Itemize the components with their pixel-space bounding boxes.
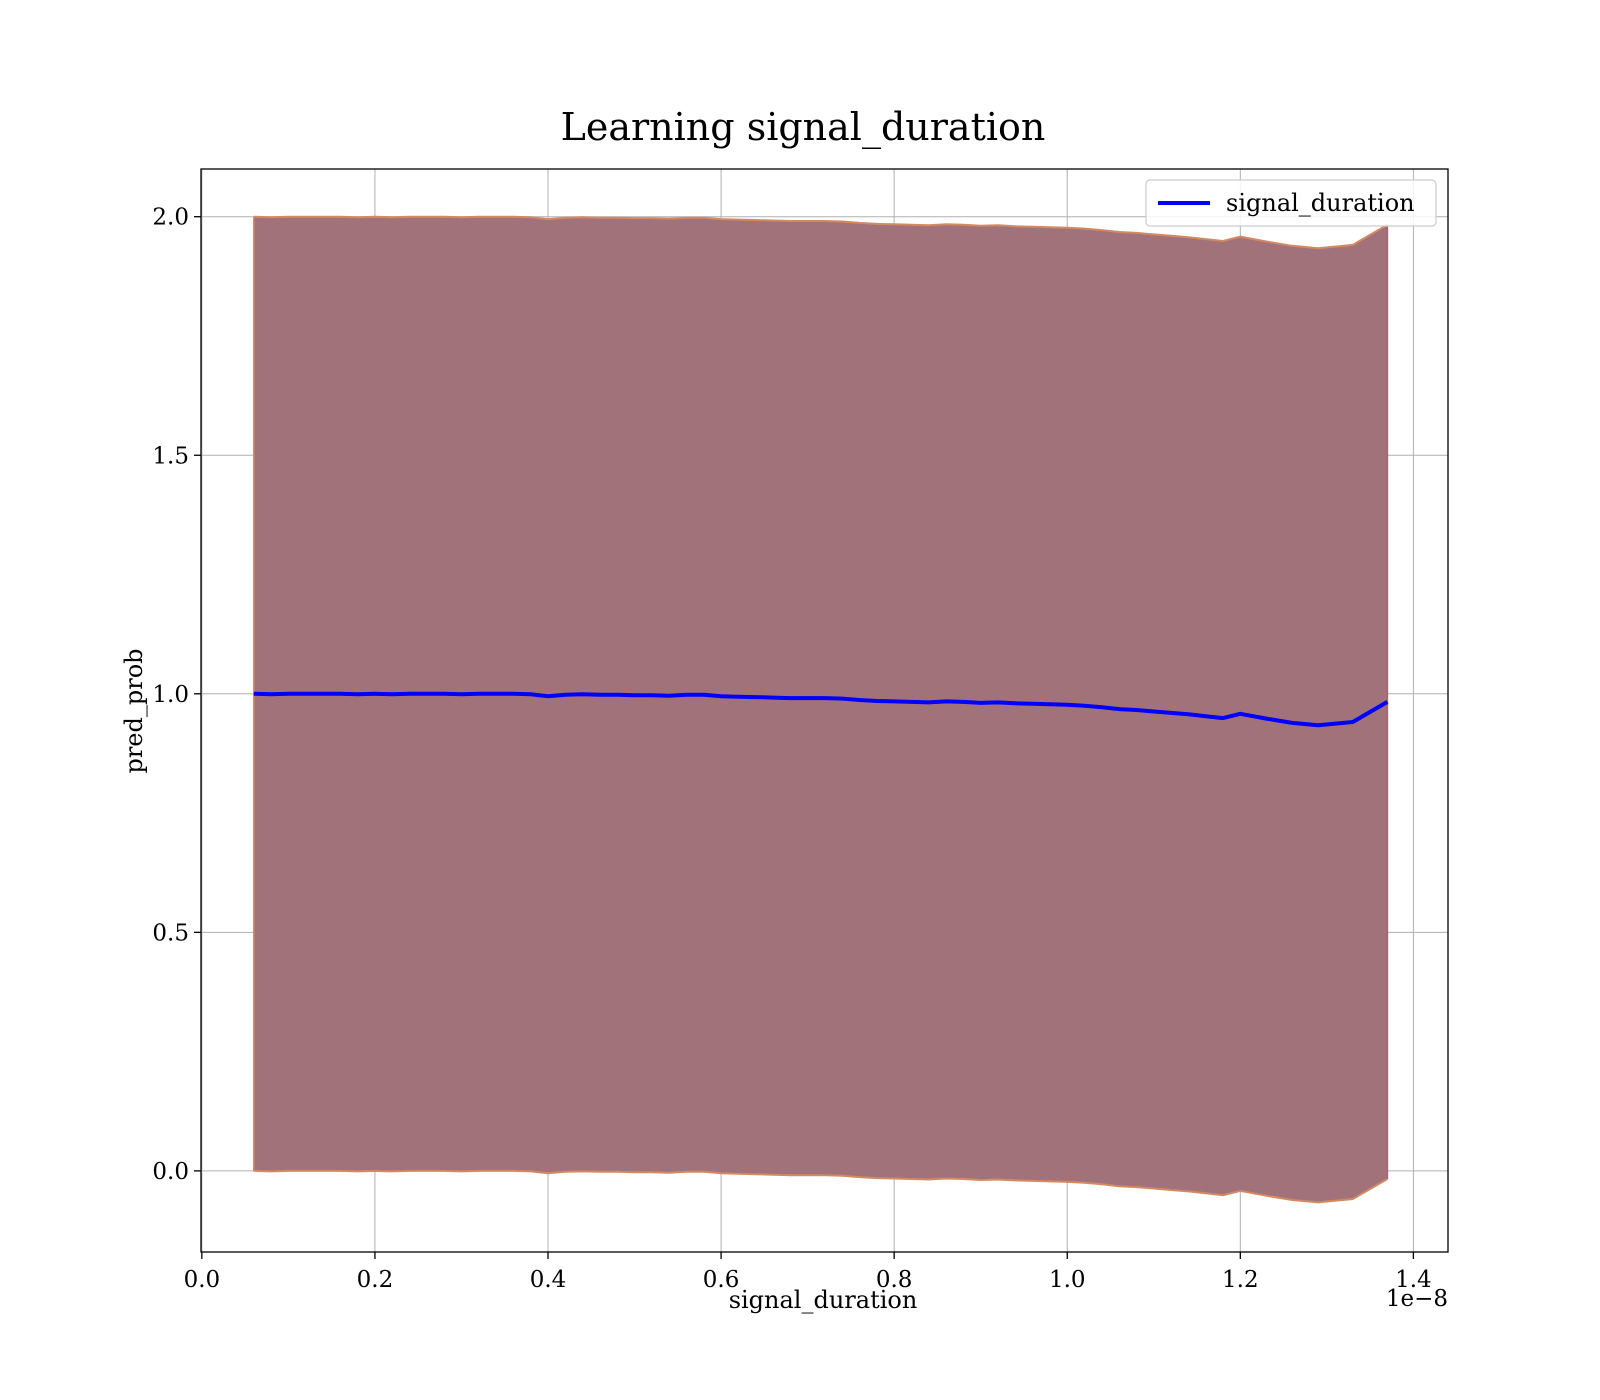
confidence-band-lower-edge [253, 1169, 1388, 1204]
y-tick-label-1: 0.5 [152, 920, 189, 946]
confidence-band-upper-edge [253, 215, 1388, 250]
series-line-0 [253, 691, 1389, 728]
y-axis-label: pred_prob [120, 648, 148, 773]
legend: signal_duration [1145, 179, 1437, 227]
x-tick-label-1: 0.2 [357, 1267, 394, 1293]
y-tick-label-0: 0.0 [152, 1159, 189, 1185]
axes-frame [200, 168, 1449, 1253]
x-tick-label-0: 0.0 [184, 1267, 221, 1293]
legend-label-0: signal_duration [1226, 189, 1415, 217]
plot-area: 0.0 0.2 0.4 0.6 0.8 1.0 1.2 1.4 0.0 0.5 1.0 1.5 2.0 [152, 168, 1449, 1293]
legend-box [1145, 179, 1437, 227]
x-tick-label-7: 1.4 [1395, 1267, 1432, 1293]
x-tick-label-4: 0.8 [876, 1267, 913, 1293]
y-tick-label-4: 2.0 [152, 205, 189, 231]
y-tick-label-2: 1.0 [152, 682, 189, 708]
x-tick-label-3: 0.6 [703, 1267, 740, 1293]
y-tick-label-3: 1.5 [152, 443, 189, 469]
confidence-band [253, 216, 1388, 1203]
x-tick-label-6: 1.2 [1222, 1267, 1259, 1293]
x-axis-offset-label: 1e−8 [1386, 1286, 1448, 1312]
x-tick-label-2: 0.4 [530, 1267, 567, 1293]
chart-title: Learning signal_duration [561, 105, 1046, 150]
x-axis-label: signal_duration [729, 1286, 918, 1314]
x-tick-label-5: 1.0 [1049, 1267, 1086, 1293]
